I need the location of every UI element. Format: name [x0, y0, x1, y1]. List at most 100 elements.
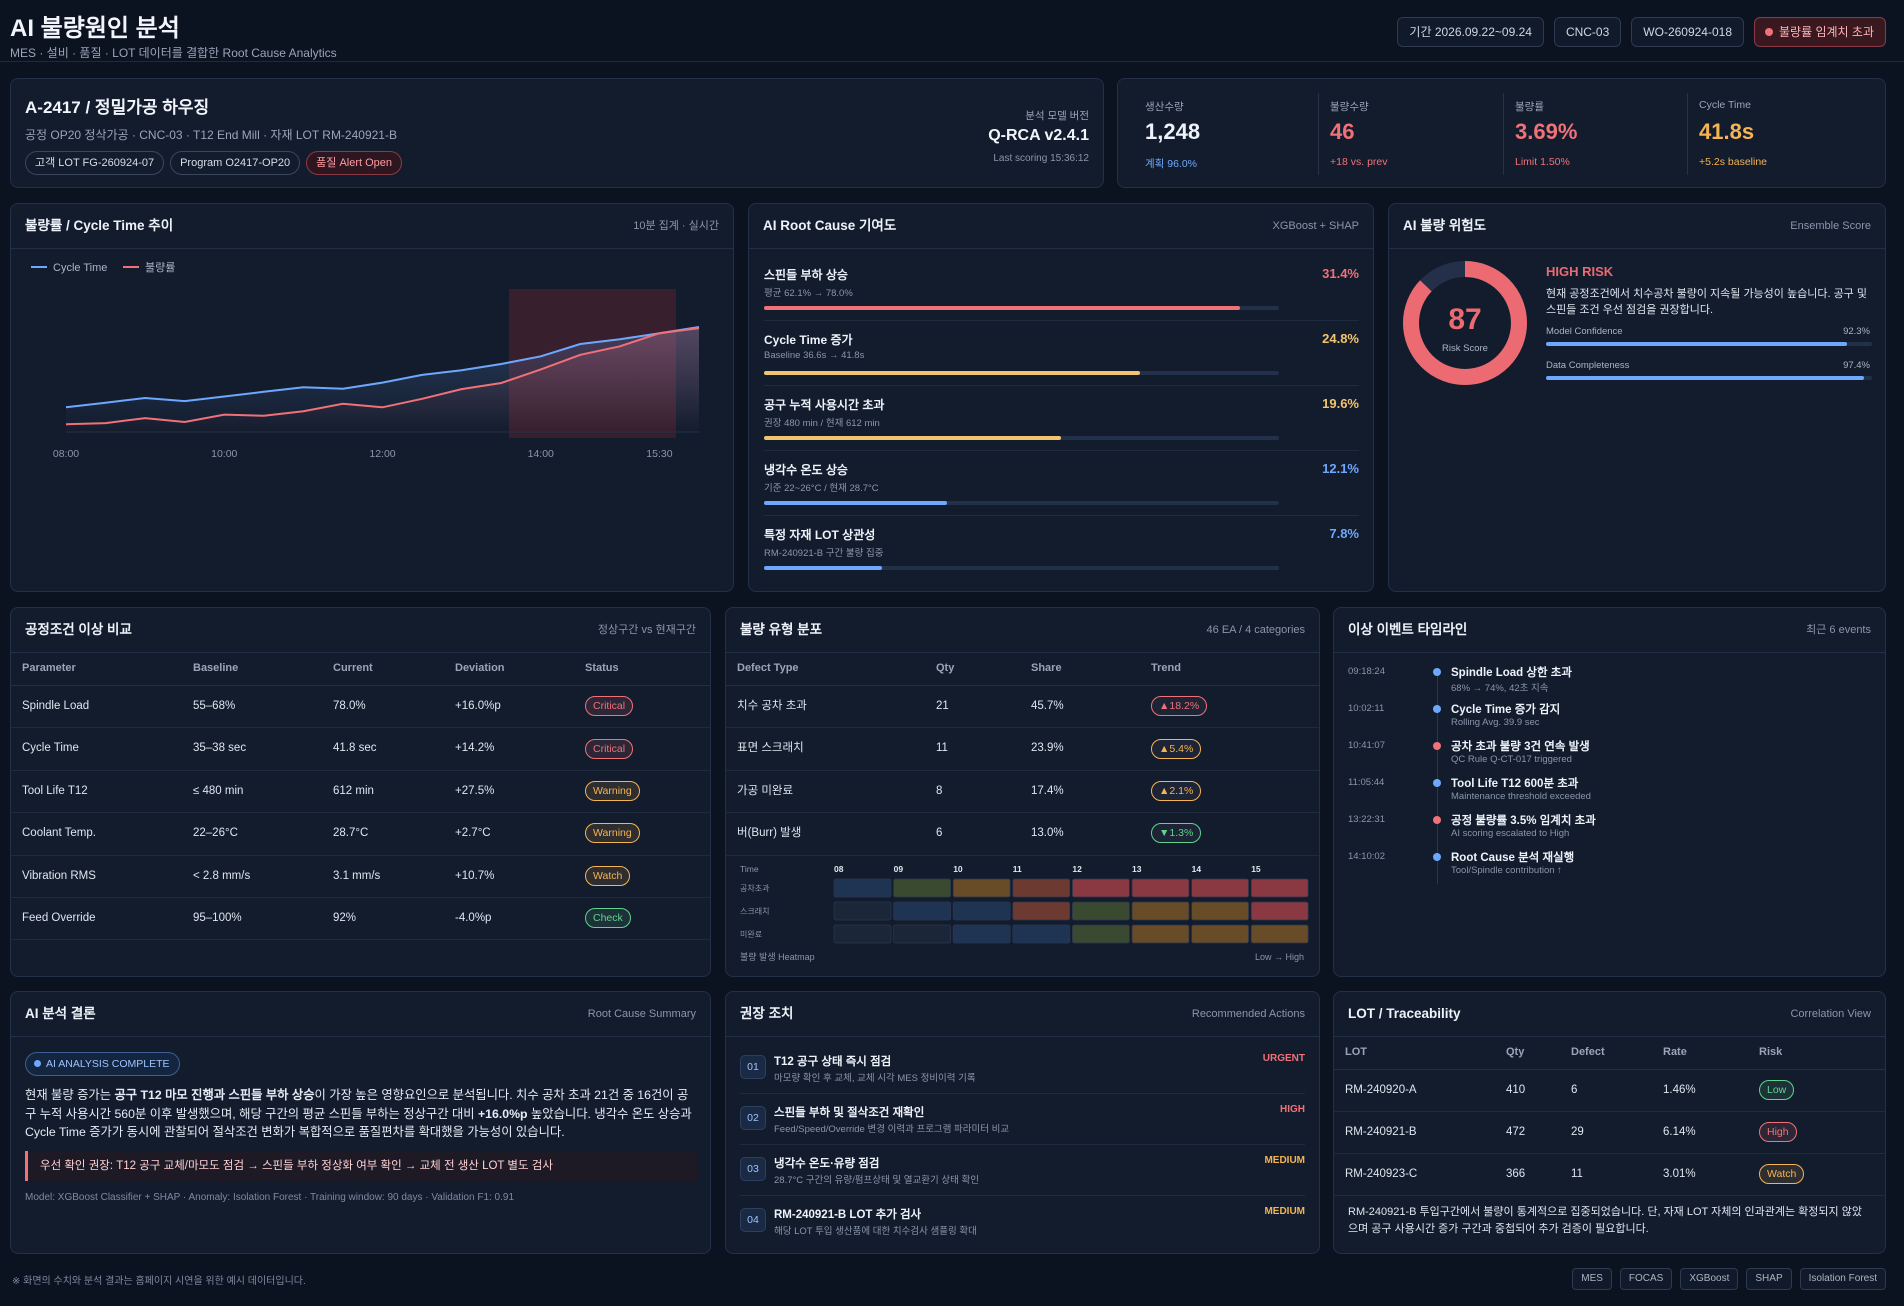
bar [764, 566, 883, 570]
heatmap-cell [1131, 878, 1190, 898]
panel-note: 10분 집계 · 실시간 [633, 220, 719, 232]
heatmap-col-label: 15 [1251, 864, 1261, 874]
metric-bar [1546, 342, 1847, 346]
panel-header: 공정조건 이상 비교 정상구간 vs 현재구간 [11, 608, 710, 653]
table-cell: 17.4% [1031, 784, 1064, 797]
x-tick-label: 08:00 [53, 448, 79, 460]
table-header: LOT Qty Defect Rate Risk [1334, 1036, 1885, 1070]
table-cell: 6 [1571, 1084, 1578, 1096]
heatmap-cell [1012, 924, 1071, 944]
panel-title: 불량 유형 분포 [740, 622, 823, 637]
event-detail: AI scoring escalated to High [1451, 828, 1570, 839]
status-tag: Check [585, 908, 631, 929]
column-header: Trend [1151, 662, 1181, 674]
alert-tag: 품질 Alert Open [306, 151, 403, 175]
product-tag: 고객 LOT FG-260924-07 [25, 151, 165, 175]
event-time: 10:41:07 [1348, 740, 1385, 751]
kpi-label: 생산수량 [1145, 101, 1184, 113]
metric-bar [1546, 376, 1864, 380]
heatmap-cell [952, 924, 1011, 944]
heatmap-row-label: 스크래치 [740, 907, 769, 916]
risk-gauge: 87 Risk Score [1403, 261, 1527, 385]
table-cell: 6.14% [1663, 1126, 1696, 1138]
column-header: Risk [1759, 1046, 1783, 1058]
heatmap-cell [1131, 901, 1190, 921]
heatmap-row-label: 미완료 [740, 930, 762, 939]
action-title: T12 공구 상태 즉시 점검 [774, 1056, 892, 1068]
badge-text: AI ANALYSIS COMPLETE [46, 1058, 170, 1070]
defects-panel: 불량 유형 분포 46 EA / 4 categories Time 08 09 10 1… [725, 607, 1320, 977]
event-title: 공차 초과 불량 3건 연속 발생 [1451, 741, 1590, 753]
event-dot [1433, 816, 1441, 824]
table-row: Spindle Load 55–68% 78.0% +16.0%p Critical [11, 685, 710, 729]
table-cell: < 2.8 mm/s [193, 869, 251, 882]
action-priority: HIGH [1280, 1104, 1305, 1115]
table-cell: +10.7% [455, 869, 495, 882]
kpi-note: 계획 96.0% [1145, 158, 1198, 170]
table-cell: ▼1.3% [1151, 812, 1202, 854]
alert-chip: 불량률 임계치 초과 [1754, 17, 1886, 47]
table-cell: Feed Override [22, 912, 96, 924]
table-cell: Watch [585, 855, 631, 897]
bar [764, 436, 1061, 440]
heatmap-cell [833, 924, 892, 944]
heatmap-caption: 불량 발생 Heatmap [740, 951, 815, 962]
status-tag: Critical [585, 696, 634, 717]
table-cell: 버(Burr) 발생 [737, 827, 802, 840]
table-cell: +16.0%p [455, 700, 501, 712]
panel-note: XGBoost + SHAP [1272, 220, 1359, 232]
table-row: Feed Override 95–100% 92% -4.0%p Check [11, 897, 710, 941]
model-footnote: Model: XGBoost Classifier + SHAP · Anoma… [25, 1192, 515, 1203]
table-cell: ▲2.1% [1151, 770, 1202, 812]
cause-detail: 기준 22~26°C / 현재 28.7°C [764, 483, 879, 494]
cause-name: 냉각수 온도 상승 [764, 463, 848, 477]
table-cell: 3.1 mm/s [333, 869, 381, 882]
table-cell: +27.5% [455, 784, 495, 797]
table-cell: RM-240921-B [1345, 1126, 1417, 1138]
action-number: 04 [740, 1208, 766, 1232]
kpi-panel: 생산수량 1,248 계획 96.0% 불량수량 46 +18 vs. prev 불량률 3.… [1117, 78, 1886, 188]
table-row: 표면 스크래치 11 23.9% ▲5.4% [726, 727, 1319, 771]
table-cell: -4.0%p [455, 912, 492, 924]
column-header: Current [333, 662, 373, 674]
cause-value: 19.6% [1322, 396, 1359, 411]
table-cell: Watch [1759, 1153, 1805, 1195]
table-cell: 23.9% [1031, 742, 1064, 755]
table-cell: 3.01% [1663, 1168, 1696, 1180]
event-dot [1433, 668, 1441, 676]
bar [764, 371, 1140, 375]
panel-title: 불량률 / Cycle Time 추이 [25, 218, 174, 233]
heatmap-cell [893, 924, 952, 944]
panel-header: LOT / Traceability Correlation View [1334, 992, 1885, 1037]
event-time: 11:05:44 [1348, 777, 1385, 788]
heatmap-col-label: 10 [953, 864, 963, 874]
table-cell: 45.7% [1031, 700, 1064, 712]
table-row: Vibration RMS < 2.8 mm/s 3.1 mm/s +10.7% Wat… [11, 855, 710, 898]
emphasis: 공구 T12 마모 진행과 스핀들 부하 상승 [114, 1088, 315, 1102]
status-tag: ▲5.4% [1151, 738, 1202, 759]
panel-note: 최근 6 events [1806, 624, 1871, 636]
text-run: 현재 불량 증가는 [25, 1088, 115, 1102]
action-number: 02 [740, 1106, 766, 1130]
table-cell: 6 [936, 827, 943, 840]
event-dot [1433, 705, 1441, 713]
event-title: Spindle Load 상한 초과 [1451, 667, 1572, 679]
page-title: AI 불량원인 분석 [10, 15, 180, 42]
row-divider [740, 1144, 1305, 1145]
conclusion-panel: AI 분석 결론 Root Cause Summary AI ANALYSIS C… [10, 991, 711, 1254]
cause-name: Cycle Time 증가 [764, 333, 853, 347]
cause-value: 12.1% [1322, 461, 1359, 476]
lot-panel: LOT / Traceability Correlation View RM-24… [1333, 991, 1886, 1254]
event-time: 14:10:02 [1348, 851, 1385, 862]
heatmap-cell [1191, 901, 1250, 921]
footer-badges: MES FOCAS XGBoost SHAP Isolation Forest [1564, 1268, 1886, 1290]
kpi-value: 46 [1330, 119, 1355, 144]
table-cell: 472 [1506, 1126, 1526, 1138]
kpi-value: 3.69% [1515, 119, 1578, 144]
panel-title: AI Root Cause 기여도 [763, 218, 897, 233]
heatmap-col-label: 09 [894, 864, 904, 874]
table-cell: Coolant Temp. [22, 827, 96, 840]
table-cell: 21 [936, 700, 949, 712]
root-cause-panel: AI Root Cause 기여도 XGBoost + SHAP 스핀들 부하 상… [748, 203, 1374, 592]
series-line [65, 327, 700, 426]
